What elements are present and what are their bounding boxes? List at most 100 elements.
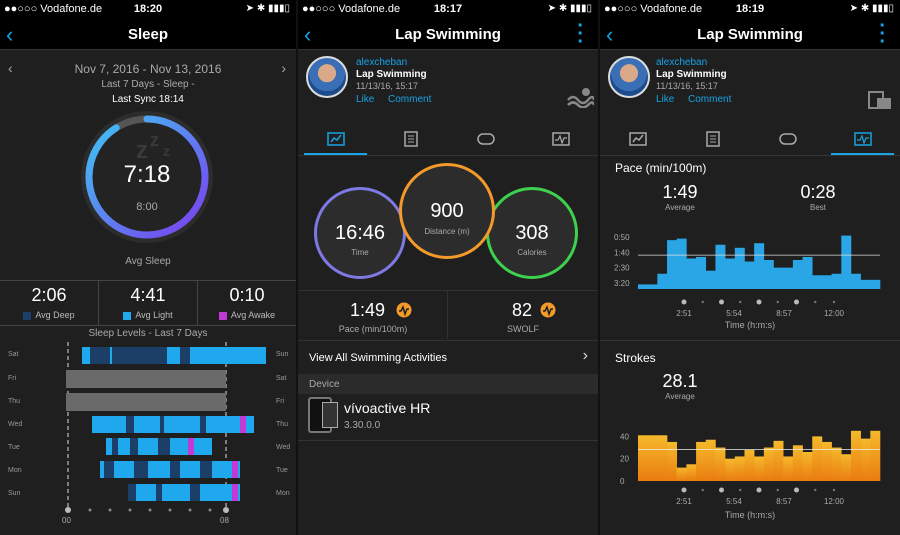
pace-y-tick: 2:30 [614,264,630,273]
stat-value: 0:10 [229,285,265,305]
pace-chart-icon[interactable] [396,302,412,318]
distance-circle [399,163,495,259]
tab-overview[interactable] [600,122,675,155]
status-bar: ●●○○○ Vodafone.de 18:20 ➤ ✱ ▮▮▮▯ [0,0,296,18]
like-button[interactable]: Like [356,94,375,105]
activity-datetime: 11/13/16, 15:17 [656,81,718,91]
pace-bar [763,260,774,289]
more-menu-icon[interactable]: · · · [577,15,584,53]
axis-end: 08 [220,516,229,525]
pace-bar [725,258,736,289]
comment-button[interactable]: Comment [388,94,432,105]
tab-charts[interactable] [825,122,900,155]
pace-bar [686,258,697,289]
calories-value: 308 [515,222,549,244]
stat-value: 4:41 [130,285,166,305]
chevron-right-icon: › [582,347,588,364]
pace-best-label: Best [809,203,826,212]
strokes-xlabel: Time (h:m:s) [724,510,776,520]
sleep-screen: ●●○○○ Vodafone.de 18:20 ➤ ✱ ▮▮▮▯ ‹ Sleep… [0,0,296,535]
strokes-axis-dot [814,488,817,492]
tab-laps[interactable] [448,122,523,155]
axis-start: 00 [62,516,71,525]
next-week-icon[interactable]: › [281,60,286,76]
back-icon[interactable]: ‹ [304,22,312,47]
view-all-swim-row[interactable]: View All Swimming Activities › [298,341,598,373]
tab-charts[interactable] [523,122,598,155]
strokes-bar [667,441,678,481]
sleep-levels-title: Sleep Levels - Last 7 Days [88,328,208,339]
comment-button[interactable]: Comment [688,94,732,105]
summary-icon [326,131,345,146]
pace-x-tick: 2:51 [676,309,692,318]
strokes-bar [715,447,726,481]
back-icon[interactable]: ‹ [606,22,614,47]
nav-bar: ‹ Sleep [0,18,296,50]
pace-axis-dot [776,300,779,304]
pace-bar [841,235,852,289]
pace-bar [744,261,755,289]
nav-bar: ‹ Lap Swimming · · · [298,15,598,53]
battery-icon: ➤ ✱ ▮▮▮▯ [245,3,290,14]
strokes-bar [812,436,823,481]
strokes-x-tick: 2:51 [676,497,692,506]
back-icon[interactable]: ‹ [6,22,14,47]
svg-text:z: z [136,137,148,164]
strokes-y-tick: 20 [620,455,629,464]
strokes-bar [860,438,871,481]
day-label: Wed [8,421,23,428]
tab-overview[interactable] [298,122,373,155]
strokes-axis-dot [794,487,799,493]
light-swatch [123,311,132,320]
strokes-bar [754,456,765,481]
pace-axis-dot [756,299,762,305]
swimmer-icon [567,88,594,108]
pace-bar [647,284,658,289]
page-title: Lap Swimming [395,26,501,43]
tab-details[interactable] [675,122,750,155]
strokes-bar [657,435,668,481]
day-label: Mon [8,467,22,474]
page-title: Lap Swimming [697,26,803,43]
device-header: Device [309,379,340,390]
device-row[interactable]: vívoactive HR 3.30.0.0 [298,394,598,440]
pace-bar [802,256,813,289]
pace-chart: 0:50 1:40 2:30 3:20 2:51 5:54 8:57 12:00 [614,233,881,318]
swolf-chart-icon[interactable] [540,302,556,318]
user-link[interactable]: alexcheban [656,57,708,68]
status-bar: ●●○○○ Vodafone.de 18:19 ➤ ✱ ▮▮▮▯ [600,0,900,18]
pace-bar [696,256,707,289]
avatar[interactable] [306,56,348,98]
pace-best-value: 0:28 [800,182,836,202]
pace-bar [783,267,794,289]
like-button[interactable]: Like [656,94,675,105]
strokes-bar [647,435,658,481]
pace-y-tick: 3:20 [614,279,630,288]
swolf-value: 82 [512,300,533,320]
awake-swatch [218,311,227,320]
user-link[interactable]: alexcheban [356,57,408,68]
strokes-average-label: Average [665,392,695,401]
tab-details[interactable] [373,122,448,155]
more-menu-icon[interactable]: · · · [879,15,886,53]
stat-value: 2:06 [31,285,67,305]
strokes-bar [850,430,861,481]
pace-bar [860,279,871,289]
carrier-text: ●●○○○ Vodafone.de [4,3,103,15]
prev-week-icon[interactable]: ‹ [8,60,13,76]
tab-laps[interactable] [750,122,825,155]
day-label: Thu [276,421,289,428]
avg-sleep-value: 7:18 [123,161,171,188]
stat-light: 4:41 Avg Light [99,281,198,325]
strokes-x-tick: 8:57 [776,497,792,506]
pace-axis-dot [701,300,704,304]
pace-average-label: Average [665,203,695,212]
device-section-header: Device [298,374,598,394]
strokes-average-value: 28.1 [662,371,698,391]
pace-axis-dot [794,299,799,305]
pace-label: Pace (min/100m) [338,324,408,334]
avatar[interactable] [608,56,650,98]
stat-label: Avg Awake [230,310,276,320]
view-all-label: View All Swimming Activities [309,352,447,364]
pace-bar [850,273,861,289]
